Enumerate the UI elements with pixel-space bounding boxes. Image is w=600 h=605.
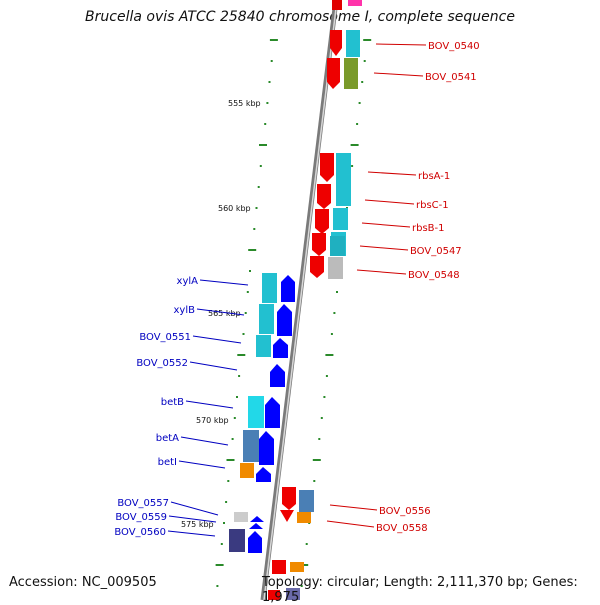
gene-arrow-rbsb1 xyxy=(312,233,326,256)
gene-label-xyla[interactable]: xylA xyxy=(177,276,199,287)
gene-arrow-bov0560 xyxy=(248,531,262,553)
leader-lines xyxy=(167,43,427,537)
gene-arrow-bov0551 xyxy=(273,338,288,358)
gene-label-rbsb1[interactable]: rbsB-1 xyxy=(412,223,445,234)
accession-text: Accession: NC_009505 xyxy=(9,575,157,590)
gene-label-bov0551[interactable]: BOV_0551 xyxy=(139,332,191,343)
gene-block-bov0551 xyxy=(256,335,271,357)
gene-arrow-xylb xyxy=(277,304,292,336)
right-gene-blocks xyxy=(268,0,362,600)
gene-block-xyla xyxy=(262,273,277,303)
gene-block-rbsc1 xyxy=(333,208,348,230)
gene-block-top-pink xyxy=(348,0,362,6)
gene-block-xylb xyxy=(259,304,274,334)
gene-arrow-beta xyxy=(259,431,274,465)
gene-block-bov0558 xyxy=(297,512,311,523)
gene-block-bov0556 xyxy=(299,490,314,512)
gene-label-xylb[interactable]: xylB xyxy=(174,305,196,316)
gene-arrow-bov0558 xyxy=(280,510,294,522)
gene-arrow-bov0548 xyxy=(310,256,324,278)
map-title: Brucella ovis ATCC 25840 chromosome I, c… xyxy=(85,9,515,25)
gene-arrow-betb xyxy=(265,397,280,428)
gene-label-beti[interactable]: betI xyxy=(158,457,177,468)
tick-label-565: 565 kbp xyxy=(208,309,241,318)
gene-arrow-bov0541 xyxy=(327,58,340,89)
gene-arrow-rbsa1-b xyxy=(317,184,331,209)
gene-block-bov0557 xyxy=(234,512,248,522)
gene-label-rbsa1[interactable]: rbsA-1 xyxy=(418,171,450,182)
gene-block-bov0540 xyxy=(346,30,360,57)
gene-block-bov0560 xyxy=(229,529,245,552)
gene-block-bottom-red xyxy=(272,560,286,574)
gene-block-bottom-red2 xyxy=(268,590,280,600)
backbone-line xyxy=(260,0,339,600)
gene-arrow-beti xyxy=(256,467,271,482)
gene-arrow-bov0552 xyxy=(270,364,285,387)
gene-arrow-xyla xyxy=(281,275,295,302)
gene-block-betb xyxy=(248,396,264,428)
gene-label-bov0547[interactable]: BOV_0547 xyxy=(410,246,462,257)
gene-block-rbsa1 xyxy=(336,153,351,206)
topology-text: Topology: circular; Length: 2,111,370 bp… xyxy=(262,575,578,605)
gene-block-bov0547 xyxy=(330,236,345,256)
gene-block-bottom-orange xyxy=(290,562,304,572)
gene-arrow-rbsa1-a xyxy=(320,153,334,182)
right-gene-labels: BOV_0540 BOV_0541 rbsA-1 rbsC-1 rbsB-1 B… xyxy=(376,41,480,534)
gene-label-bov0558[interactable]: BOV_0558 xyxy=(376,523,428,534)
gene-block-bov0548 xyxy=(328,257,343,279)
gene-label-beta[interactable]: betA xyxy=(156,433,179,444)
gene-block-bottom-purple xyxy=(286,588,300,600)
gene-block-beta xyxy=(243,430,259,462)
tick-label-555: 555 kbp xyxy=(228,99,261,108)
gene-arrow-bov0559 xyxy=(249,523,263,529)
gene-label-rbsc1[interactable]: rbsC-1 xyxy=(416,200,449,211)
gene-arrow-bov0540 xyxy=(330,30,342,56)
tick-label-570: 570 kbp xyxy=(196,416,229,425)
tick-label-560: 560 kbp xyxy=(218,204,251,213)
gene-label-bov0559[interactable]: BOV_0559 xyxy=(115,512,167,523)
gene-label-bov0552[interactable]: BOV_0552 xyxy=(136,358,188,369)
backbone-highlight xyxy=(263,0,338,600)
gene-label-betb[interactable]: betB xyxy=(161,397,184,408)
left-gene-blocks xyxy=(229,273,295,553)
gene-label-bov0548[interactable]: BOV_0548 xyxy=(408,270,460,281)
gene-block-bov0541 xyxy=(344,58,358,89)
gene-label-bov0557[interactable]: BOV_0557 xyxy=(117,498,169,509)
gene-block-beti xyxy=(240,463,254,478)
gene-label-bov0540[interactable]: BOV_0540 xyxy=(428,41,480,52)
tick-label-575: 575 kbp xyxy=(181,520,214,529)
gene-label-bov0541[interactable]: BOV_0541 xyxy=(425,72,477,83)
gene-arrow-rbsc1 xyxy=(315,209,329,234)
gene-label-bov0560[interactable]: BOV_0560 xyxy=(114,527,166,538)
left-gene-labels: xylA xylB BOV_0551 BOV_0552 betB betA be… xyxy=(114,276,198,538)
gene-arrow-bov0556 xyxy=(282,487,296,510)
gene-label-bov0556[interactable]: BOV_0556 xyxy=(379,506,431,517)
gene-arrow-bov0557 xyxy=(250,516,264,522)
gene-arrow-top-red xyxy=(332,0,342,10)
